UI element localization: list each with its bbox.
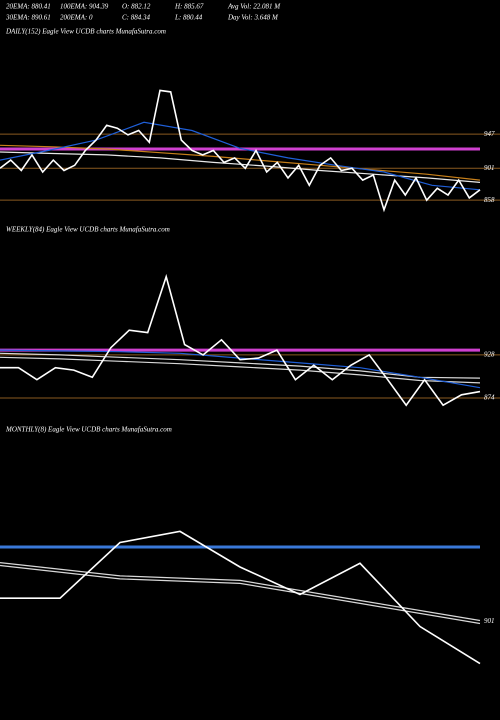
price-line (0, 530, 481, 665)
price-line (0, 356, 481, 384)
header-stat: L: 880.44 (174, 14, 203, 22)
y-tick-label: 928 (484, 351, 495, 359)
header-stat: 200EMA: 0 (60, 14, 93, 22)
y-tick-label: 901 (484, 617, 495, 625)
header-stat: Day Vol: 3.648 M (227, 14, 279, 22)
price-line (0, 89, 481, 213)
header-stat: Avg Vol: 22.081 M (227, 3, 281, 11)
price-line (0, 562, 481, 622)
header-stat: 20EMA: 880.41 (6, 3, 51, 11)
y-tick-label: 901 (484, 164, 495, 172)
price-line (0, 144, 481, 181)
y-tick-label: 947 (484, 130, 495, 138)
price-line (0, 564, 481, 625)
header-stat: H: 885.67 (174, 3, 204, 11)
y-tick-label: 874 (484, 394, 495, 402)
y-tick-label: 858 (484, 196, 495, 204)
header-stat: 30EMA: 890.61 (5, 14, 51, 22)
panel-title: MONTHLY(8) Eagle View UCDB charts Munafa… (5, 426, 172, 434)
price-line (0, 121, 481, 191)
price-line (0, 352, 481, 379)
header-stat: O: 882.12 (122, 3, 151, 11)
price-line (0, 349, 481, 389)
panel-title: DAILY(152) Eagle View UCDB charts Munafa… (5, 28, 166, 36)
panel-title: WEEKLY(84) Eagle View UCDB charts Munafa… (6, 226, 170, 234)
header-stat: 100EMA: 904.39 (60, 3, 109, 11)
price-line (0, 273, 481, 407)
header-stat: C: 884.34 (122, 14, 151, 22)
